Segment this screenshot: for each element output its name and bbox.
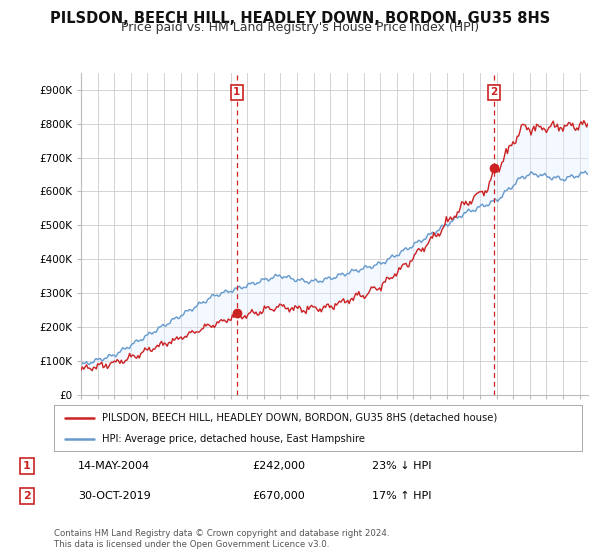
Text: 14-MAY-2004: 14-MAY-2004 xyxy=(78,461,150,471)
Text: 2: 2 xyxy=(23,491,31,501)
Text: 30-OCT-2019: 30-OCT-2019 xyxy=(78,491,151,501)
Text: 1: 1 xyxy=(23,461,31,471)
Text: Contains HM Land Registry data © Crown copyright and database right 2024.
This d: Contains HM Land Registry data © Crown c… xyxy=(54,529,389,549)
Text: HPI: Average price, detached house, East Hampshire: HPI: Average price, detached house, East… xyxy=(101,435,365,444)
Text: 2: 2 xyxy=(490,87,497,97)
Text: PILSDON, BEECH HILL, HEADLEY DOWN, BORDON, GU35 8HS: PILSDON, BEECH HILL, HEADLEY DOWN, BORDO… xyxy=(50,11,550,26)
Text: Price paid vs. HM Land Registry's House Price Index (HPI): Price paid vs. HM Land Registry's House … xyxy=(121,21,479,34)
Text: 1: 1 xyxy=(233,87,241,97)
Text: 17% ↑ HPI: 17% ↑ HPI xyxy=(372,491,431,501)
Text: £242,000: £242,000 xyxy=(252,461,305,471)
Text: PILSDON, BEECH HILL, HEADLEY DOWN, BORDON, GU35 8HS (detached house): PILSDON, BEECH HILL, HEADLEY DOWN, BORDO… xyxy=(101,413,497,423)
Text: 23% ↓ HPI: 23% ↓ HPI xyxy=(372,461,431,471)
Text: £670,000: £670,000 xyxy=(252,491,305,501)
